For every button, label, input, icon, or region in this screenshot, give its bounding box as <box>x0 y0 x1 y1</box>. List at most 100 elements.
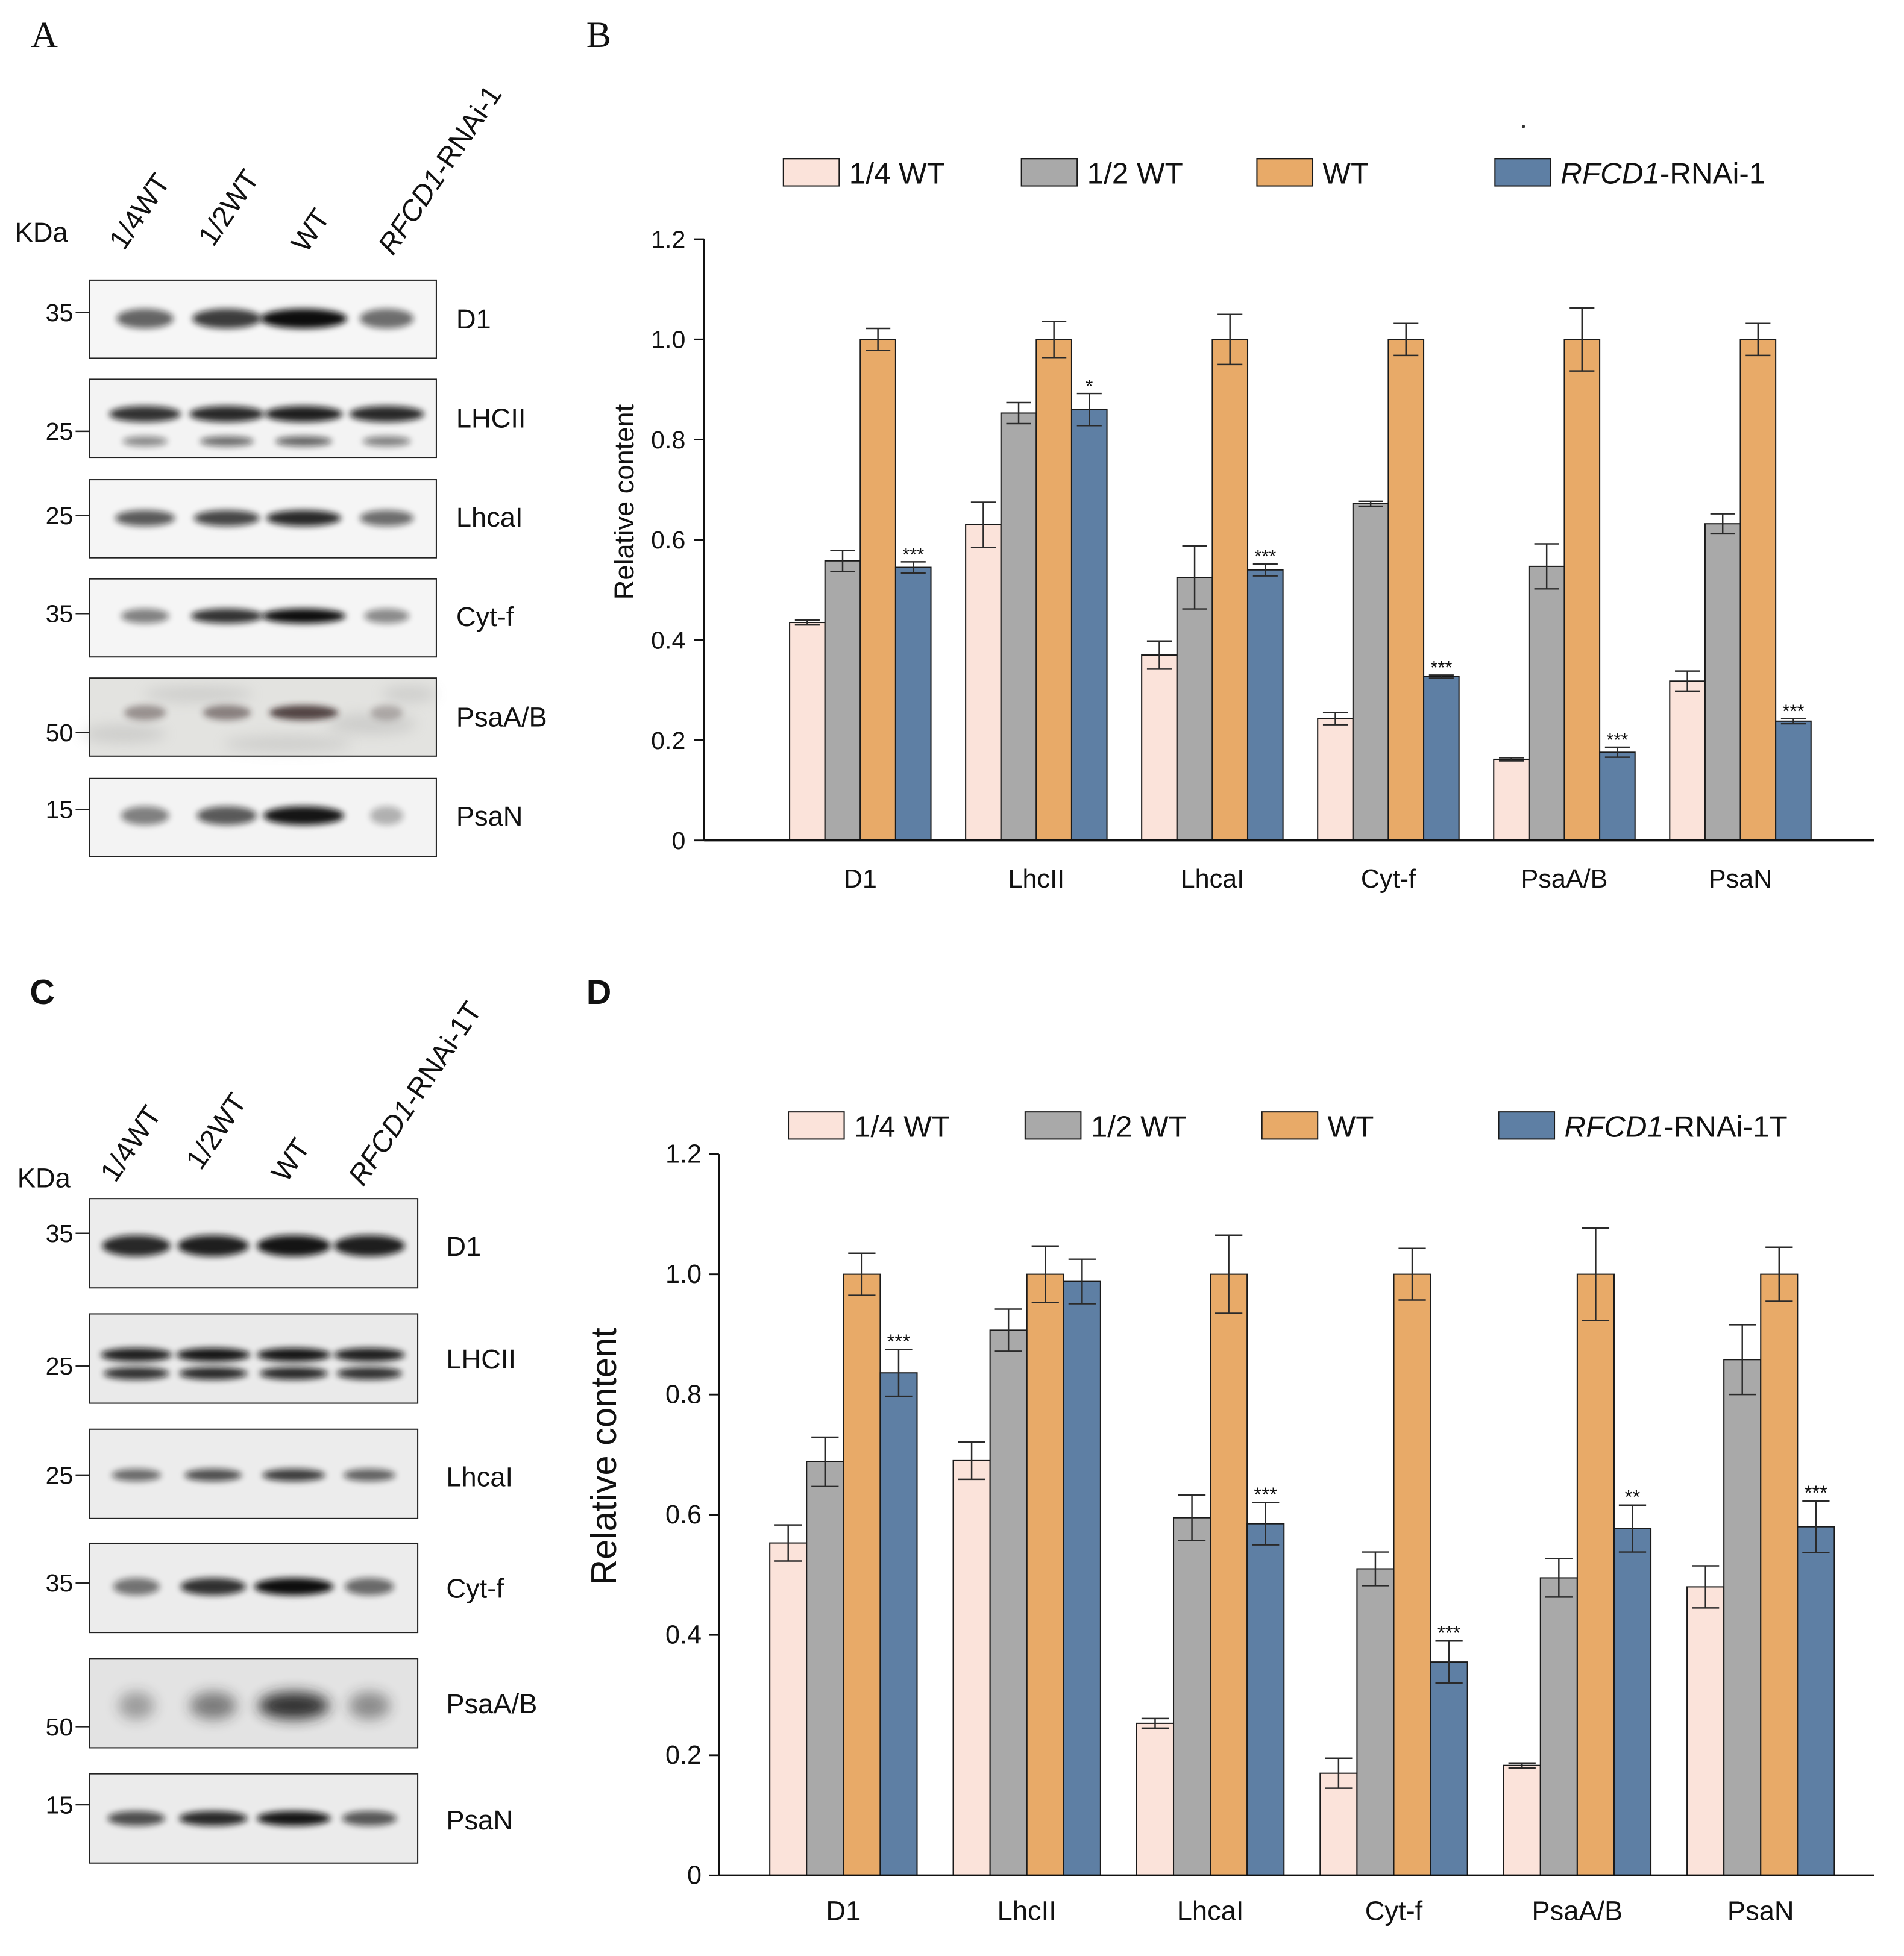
legend-label: WT <box>1328 1110 1374 1143</box>
panel-label-a: A <box>31 14 58 55</box>
x-tick-label: D1 <box>844 865 877 894</box>
y-tick-label: 1.0 <box>651 326 685 354</box>
protein-band <box>269 705 339 721</box>
legend-item: RFCD1-RNAi-1T <box>1498 1110 1788 1143</box>
significance-mark: *** <box>1782 701 1804 722</box>
bar-d1-1-4-wt <box>769 1542 808 1876</box>
protein-label: PsaN <box>456 801 523 832</box>
membrane-smudge <box>223 736 353 751</box>
protein-band <box>102 1235 171 1256</box>
bar-lhcai-wt <box>1211 339 1249 841</box>
protein-band <box>343 1469 396 1482</box>
bar-lhcii-wt <box>1026 1273 1064 1876</box>
panel-label-c: C <box>30 973 55 1012</box>
x-tick-label: LhcaI <box>1177 1895 1244 1926</box>
protein-band <box>344 1578 394 1596</box>
protein-band <box>101 1348 172 1362</box>
bar-psaa-b-1-2-wt <box>1539 1577 1578 1876</box>
significance-mark: ** <box>1625 1486 1641 1508</box>
protein-band <box>266 510 341 527</box>
protein-band <box>112 1469 162 1482</box>
bar-d1-1-2-wt <box>824 560 861 841</box>
legend-label-suffix: -RNAi-1 <box>1660 157 1765 190</box>
legend-item: RFCD1-RNAi-1 <box>1494 157 1765 190</box>
protein-band <box>113 1578 160 1596</box>
protein-band <box>103 1367 169 1380</box>
bar-cyt-f-wt <box>1393 1273 1431 1876</box>
protein-band <box>348 1691 391 1720</box>
bar-lhcii-1-4-wt <box>965 524 1002 841</box>
legend-label-suffix: -RNAi-1T <box>1664 1110 1788 1143</box>
blot-row-psaa-b: 50 PsaA/B <box>46 1658 537 1749</box>
protein-band <box>275 436 333 447</box>
bar-cyt-f-1-4-wt <box>1317 718 1354 841</box>
protein-band <box>333 1348 405 1362</box>
bar-psan-wt <box>1760 1273 1799 1876</box>
bar-psaa-b-wt <box>1576 1273 1615 1876</box>
bar-d1-wt <box>843 1273 881 1876</box>
membrane-smudge <box>327 713 417 734</box>
x-tick-label: LhcaI <box>1181 865 1245 894</box>
bar-d1-wt <box>859 339 896 841</box>
blot-row-d1: 35 D1 <box>46 279 491 359</box>
legend-item: WT <box>1261 1110 1374 1143</box>
blot-row-lhcii: 25 LHCII <box>46 378 526 459</box>
bar-lhcai-rfcd1-rnai-1t <box>1246 1523 1285 1876</box>
protein-band <box>176 1348 251 1362</box>
bars <box>789 339 1812 841</box>
legend-swatch <box>787 1111 845 1140</box>
x-tick-label: PsaA/B <box>1521 865 1607 894</box>
bar-lhcai-1-4-wt <box>1136 1722 1175 1876</box>
protein-band <box>121 806 169 825</box>
y-tick-label: 0.2 <box>651 727 685 754</box>
legend: 1/4 WT 1/2 WT WT RFCD1-RNAi-1T <box>787 1110 1788 1143</box>
blot-row-psan: 15 PsaN <box>46 1773 513 1864</box>
legend-label: 1/4 WT <box>849 157 945 190</box>
blot-row-psan: 15 PsaN <box>46 777 523 857</box>
legend-label: 1/2 WT <box>1091 1110 1187 1143</box>
protein-band <box>342 1811 397 1826</box>
bar-lhcai-wt <box>1210 1273 1248 1876</box>
x-tick-label: Cyt-f <box>1361 865 1416 894</box>
y-axis-label: Relative content <box>583 1328 624 1585</box>
protein-band <box>192 309 262 329</box>
protein-band <box>203 705 251 721</box>
y-tick-label: 1.2 <box>651 225 685 253</box>
panel-label-b: B <box>586 14 611 55</box>
bar-psan-1-4-wt <box>1686 1586 1725 1876</box>
bar-psan-rfcd1-rnai-1 <box>1775 720 1812 841</box>
protein-band <box>362 436 411 447</box>
bar-psaa-b-rfcd1-rnai-1t <box>1613 1528 1652 1876</box>
protein-label: PsaA/B <box>446 1688 537 1719</box>
protein-band <box>180 1578 247 1596</box>
legend-item: WT <box>1256 157 1369 190</box>
significance-mark: *** <box>1606 729 1628 750</box>
protein-band <box>200 436 254 447</box>
protein-band <box>116 309 174 329</box>
bar-psan-1-4-wt <box>1669 680 1706 841</box>
protein-band <box>196 806 257 825</box>
protein-band <box>115 510 175 527</box>
legend-label: 1/4 WT <box>854 1110 950 1143</box>
protein-band <box>333 1235 405 1256</box>
protein-band <box>190 1691 237 1720</box>
protein-band <box>107 1811 165 1826</box>
y-axis-label: Relative content <box>609 404 639 600</box>
legend-item: 1/2 WT <box>1024 1110 1187 1143</box>
kda-label: KDa <box>17 1163 71 1194</box>
protein-band <box>118 1691 154 1720</box>
y-tick-label: 0.2 <box>665 1741 702 1770</box>
bar-d1-1-2-wt <box>806 1461 844 1876</box>
protein-label: LhcaI <box>456 502 523 533</box>
bar-d1-rfcd1-rnai-1 <box>894 566 932 841</box>
y-tick-label: 0 <box>671 827 685 854</box>
marker-size: 35 <box>46 600 74 628</box>
y-tick-label: 1.2 <box>665 1139 702 1168</box>
protein-band <box>177 1235 249 1256</box>
protein-band <box>190 609 263 624</box>
legend-item: 1/2 WT <box>1020 157 1183 190</box>
protein-band <box>257 1235 331 1256</box>
protein-band <box>263 806 344 825</box>
protein-label: PsaN <box>446 1805 513 1835</box>
significance-mark: *** <box>902 544 924 565</box>
